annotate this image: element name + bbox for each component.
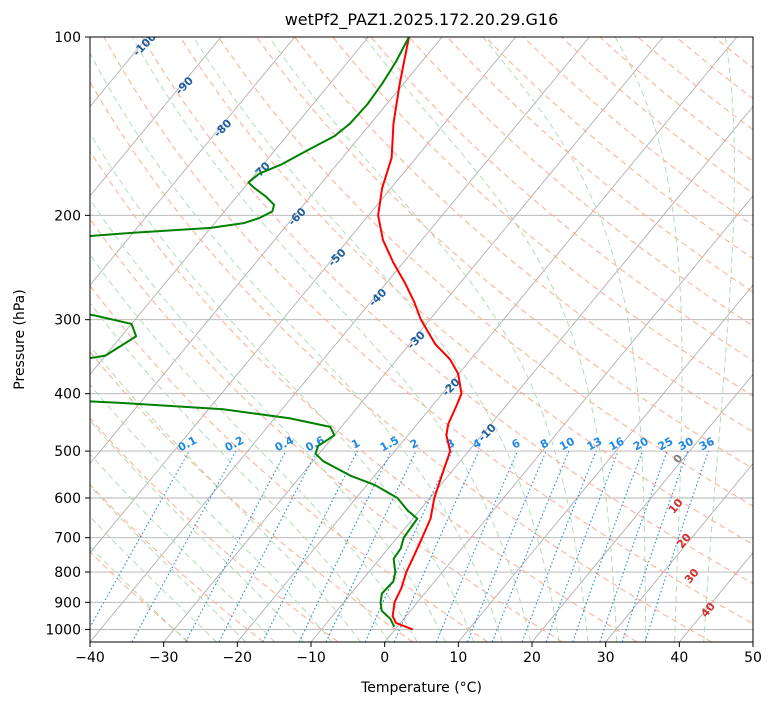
y-tick-label: 900 <box>54 595 81 611</box>
y-tick-label: 600 <box>54 491 81 507</box>
mixing-ratio-line <box>572 450 644 642</box>
mixing-ratio-line <box>435 450 519 642</box>
temperature-trace <box>377 37 463 631</box>
moist-adiabat-line <box>703 37 735 642</box>
y-tick-label: 700 <box>54 531 81 547</box>
y-tick-label: 100 <box>54 30 81 46</box>
mixing-ratio-label: 10 <box>557 435 577 454</box>
moist-adiabat-line <box>90 302 390 642</box>
mixing-ratio-label: 20 <box>631 435 651 454</box>
y-tick-label: 200 <box>54 208 81 224</box>
mixing-ratio-line <box>185 450 287 642</box>
dry-adiabat-line <box>332 37 753 397</box>
dry-adiabats <box>90 37 753 642</box>
sounding-traces <box>90 37 463 631</box>
plot-frame <box>89 36 754 643</box>
mixing-ratio-label: 30 <box>676 435 696 454</box>
moist-adiabat-line <box>268 37 589 642</box>
moist-adiabat-line <box>482 37 647 642</box>
dry-adiabat-line <box>90 351 414 642</box>
moist-adiabat-line <box>90 253 418 642</box>
x-tick-label: 30 <box>597 650 615 666</box>
x-tick-label: −30 <box>149 650 179 666</box>
mixing-ratio-label: 25 <box>656 435 676 454</box>
moist-adiabat-line <box>90 515 217 642</box>
x-tick-label: −10 <box>296 650 326 666</box>
dry-adiabat-line <box>256 37 753 470</box>
moist-adiabat-line <box>193 37 560 642</box>
dry-adiabat-line <box>90 483 264 642</box>
mixing-ratio-line <box>262 450 358 642</box>
y-tick-label: 300 <box>54 313 81 329</box>
mixing-ratio-line <box>466 450 547 642</box>
isotherm-line <box>90 37 222 197</box>
x-tick-label: 40 <box>670 650 688 666</box>
mixing-ratio-label: 13 <box>585 435 605 454</box>
dry-adiabat-line <box>90 80 712 642</box>
isotherm-line <box>90 37 369 375</box>
x-axis-label: Temperature (°C) <box>360 680 482 696</box>
dry-adiabat-line <box>370 37 753 362</box>
isotherm-line <box>310 105 753 642</box>
chart-title: wetPf2_PAZ1.2025.172.20.29.G16 <box>285 10 559 30</box>
mixing-ratio-line <box>90 450 190 629</box>
isotherm-line <box>163 37 664 642</box>
dry-adiabat-line <box>90 551 190 642</box>
dewpoint-trace <box>90 37 419 628</box>
mixing-ratio-line <box>599 450 668 642</box>
dry-adiabat-line <box>90 284 488 642</box>
x-tick-label: −20 <box>223 650 253 666</box>
mixing-ratio-line <box>491 450 570 642</box>
y-tick-label: 400 <box>54 387 81 403</box>
moist-adiabat-line <box>90 345 361 642</box>
x-tick-label: −40 <box>75 650 105 666</box>
mixing-ratio-line <box>521 450 597 642</box>
x-tick-label: 50 <box>744 650 762 666</box>
isotherm-line <box>605 462 753 642</box>
isotherm-line <box>90 37 517 554</box>
x-tick-label: 20 <box>523 650 541 666</box>
dry-adiabat-line <box>90 150 638 642</box>
moist-adiabat-line <box>131 37 532 642</box>
dry-adiabat-line <box>294 37 753 433</box>
dry-adiabat-line <box>90 218 563 642</box>
moist-adiabat-line <box>90 545 188 642</box>
mixing-ratio-line <box>131 450 237 642</box>
mixing-ratio-label: 16 <box>607 435 627 454</box>
y-tick-label: 800 <box>54 565 81 581</box>
isotherm-line <box>531 373 753 642</box>
mixing-ratio-label: 36 <box>697 435 717 454</box>
dry-adiabat-line <box>90 417 339 642</box>
y-tick-label: 500 <box>54 444 81 460</box>
x-tick-label: 10 <box>449 650 467 666</box>
isobar-grid <box>90 37 753 630</box>
moist-adiabats <box>90 37 735 642</box>
moist-adiabat-line <box>90 132 475 642</box>
isotherm-line <box>384 195 753 642</box>
x-tick-label: 0 <box>380 650 389 666</box>
isotherm-line <box>457 284 753 642</box>
moist-adiabat-line <box>90 51 503 642</box>
y-axis-label: Pressure (hPa) <box>12 289 28 389</box>
axes: −40 −30 −20 −10 0 10 20 30 40 50 100 200 300 400 500 60… <box>45 30 762 666</box>
moist-adiabat-line <box>90 383 333 642</box>
y-tick-label: 1000 <box>45 622 81 638</box>
isotherm-line <box>90 37 296 286</box>
mixing-ratio-lines <box>90 450 710 642</box>
mixing-ratio-line <box>393 450 480 642</box>
isotherm-line <box>90 37 443 465</box>
moist-adiabat-line <box>614 37 683 642</box>
mixing-ratio-line <box>621 450 689 642</box>
isotherm-line <box>236 37 738 642</box>
mixing-ratio-line <box>545 450 619 642</box>
plot-area: 0.1 0.2 0.4 0.6 1 1.5 2 3 4 6 8 10 13 16 20 25 30 36-100-… <box>90 37 753 642</box>
mixing-ratio-line <box>644 450 710 642</box>
